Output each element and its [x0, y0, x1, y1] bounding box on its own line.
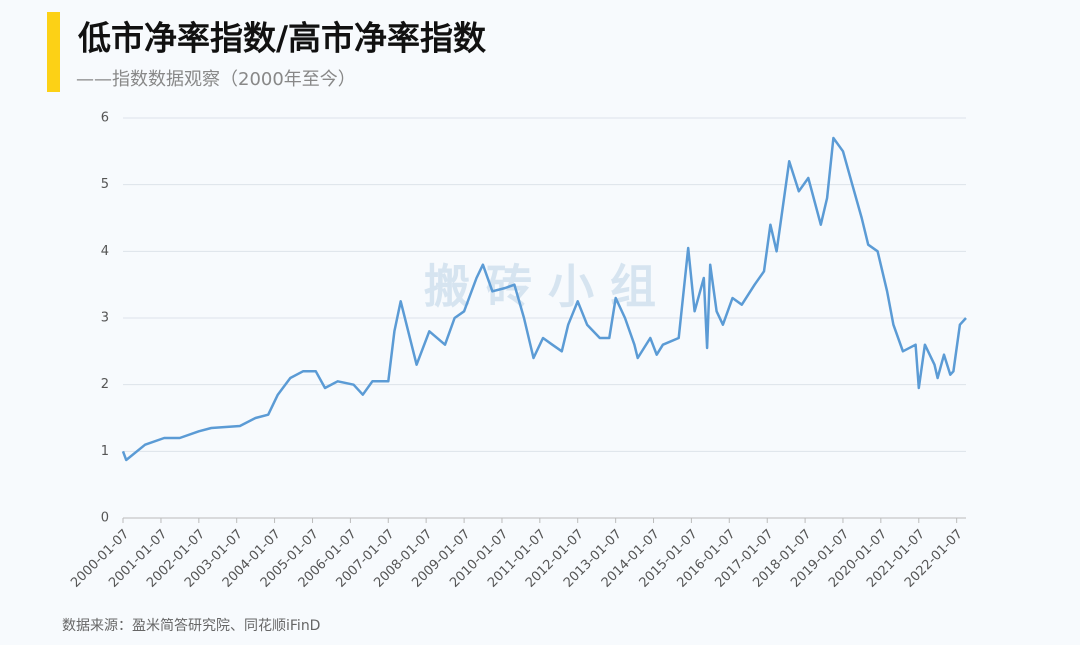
y-tick-label: 6 [101, 111, 109, 126]
chart-title: 低市净率指数/高市净率指数 [78, 19, 487, 58]
data-line [121, 136, 967, 462]
y-tick-label: 4 [101, 244, 109, 259]
y-tick-label: 2 [101, 377, 109, 392]
watermark: 搬 砖 小 组 [424, 260, 656, 314]
source-note: 数据来源：盈米简答研究院、同花顺iFinD [62, 617, 320, 634]
y-tick-label: 5 [101, 177, 109, 192]
y-tick-label: 0 [101, 511, 109, 526]
title-accent [47, 12, 60, 92]
chart-subtitle: ——指数数据观察（2000年至今） [76, 69, 356, 90]
y-tick-label: 3 [101, 311, 109, 326]
y-tick-label: 1 [101, 444, 109, 459]
